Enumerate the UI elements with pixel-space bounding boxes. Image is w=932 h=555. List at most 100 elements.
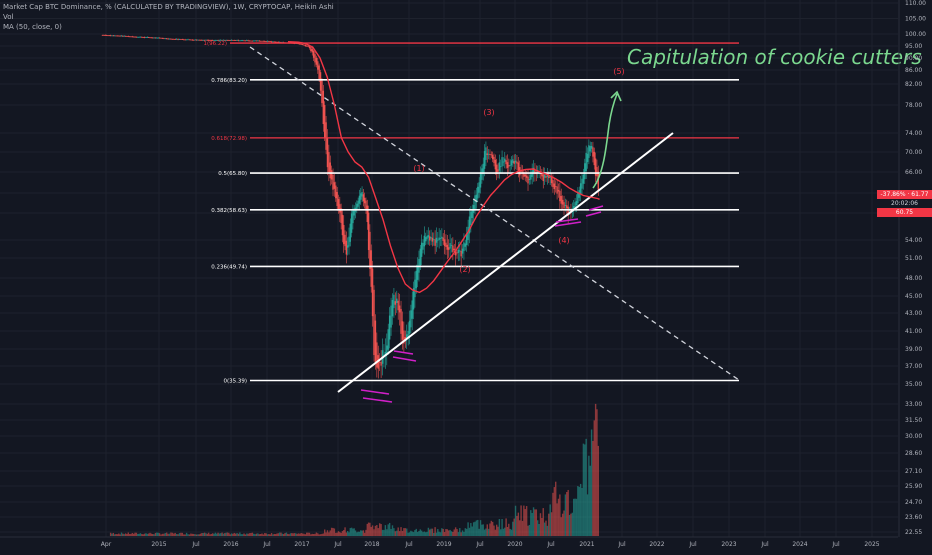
candle-body (278, 42, 281, 43)
volume-bar (321, 533, 323, 536)
ma-line (287, 41, 600, 294)
volume-bar (209, 534, 211, 536)
volume-bar (237, 533, 240, 536)
candle-body (233, 40, 236, 41)
volume-bar (134, 532, 136, 536)
volume-bar (418, 531, 420, 536)
candle-body (371, 268, 374, 317)
candle-body (264, 41, 266, 42)
volume-bar (454, 527, 457, 536)
volume-bar (195, 534, 198, 536)
volume-bar (168, 533, 171, 536)
candle-body (369, 231, 371, 269)
candle-body (163, 38, 165, 40)
volume-bar (257, 533, 259, 536)
candle-body (157, 37, 159, 39)
volume-bar (218, 533, 221, 536)
volume-bar (508, 523, 510, 536)
candle-body (424, 237, 427, 242)
volume-bar (500, 529, 502, 536)
volume-bar (391, 525, 394, 536)
candle-body (524, 174, 526, 177)
candle-body (520, 171, 522, 172)
volume-bar (185, 532, 188, 536)
volume-bar (406, 528, 408, 536)
candle-body (246, 40, 248, 41)
candle-body (228, 40, 230, 41)
volume-bar (213, 533, 215, 536)
candle-body (244, 40, 247, 42)
candle-body (324, 105, 326, 138)
candle-body (457, 249, 460, 253)
candle-body (386, 345, 388, 354)
candle-body (104, 34, 106, 36)
candle-body (210, 40, 213, 42)
candle-body (454, 249, 457, 256)
candle-body (229, 40, 231, 41)
volume-bar (491, 521, 494, 536)
candle-body (220, 39, 222, 41)
time-tick-label: 2019 (436, 541, 451, 548)
volume-bar (537, 520, 539, 536)
candle-body (346, 245, 349, 248)
volume-bar (220, 533, 222, 536)
support-trendline (337, 132, 674, 393)
volume-bar (445, 528, 447, 536)
volume-bar (564, 494, 567, 536)
volume-bar (171, 532, 174, 536)
volume-bar (489, 523, 491, 536)
candle-body (577, 192, 579, 204)
price-axis[interactable]: 110.00 105.00 100.00 95.00 90.00 86.00 82.00 78… (898, 0, 926, 537)
trendlines[interactable] (249, 46, 740, 393)
volume-bar (426, 531, 428, 536)
volume-bar (157, 532, 159, 536)
volume-bar (435, 532, 438, 536)
volume-bar (297, 533, 300, 536)
candle-body (594, 158, 597, 176)
candle-body (453, 248, 455, 251)
candle-body (135, 36, 138, 38)
volume-bar (498, 519, 501, 536)
candle-body (468, 216, 471, 234)
candle-body (118, 35, 120, 37)
time-tick-label: 2016 (223, 541, 238, 548)
fib-levels[interactable]: 1(96.22) 0.786(83.20) 0.618(72.98) 0.5(65.8… (203, 41, 739, 384)
volume-bar (485, 528, 487, 536)
candle-body (498, 162, 501, 171)
candle-body (446, 244, 449, 250)
candle-body (564, 205, 567, 206)
candle-body (442, 237, 444, 241)
volume-bar (471, 526, 473, 536)
time-axis[interactable]: Apr 2015 Jul 2016 Jul 2017 Jul 2018 Jul 2019 Jul 20… (0, 536, 898, 548)
candle-body (568, 210, 571, 212)
volume-bar (448, 530, 450, 536)
candle-body (532, 167, 535, 174)
candle-body (358, 195, 361, 204)
volume-bar (596, 409, 598, 536)
volume-bar (530, 510, 532, 536)
volume-bar (170, 532, 172, 536)
volume-bar (541, 517, 543, 536)
highlight-mark (588, 205, 604, 211)
volume-bar (367, 522, 370, 536)
candle-body (254, 40, 256, 42)
price-tick-label: 39.00 (905, 346, 922, 353)
time-tick-label: Jul (617, 541, 626, 548)
candle-body (221, 39, 223, 41)
candle-body (478, 182, 480, 193)
volume-bar (190, 533, 192, 536)
volume-bar (288, 534, 290, 536)
time-tick-label: 2023 (721, 541, 736, 548)
volume-bar (142, 534, 144, 536)
candle-body (482, 163, 484, 175)
volume-bar (191, 533, 193, 536)
candle-body (472, 205, 475, 213)
candle-body (101, 34, 104, 36)
volume-bar (268, 534, 270, 536)
volume-bar (137, 534, 139, 536)
candle-body (586, 153, 589, 162)
candle-body (307, 46, 309, 47)
volume-bar (177, 534, 179, 536)
